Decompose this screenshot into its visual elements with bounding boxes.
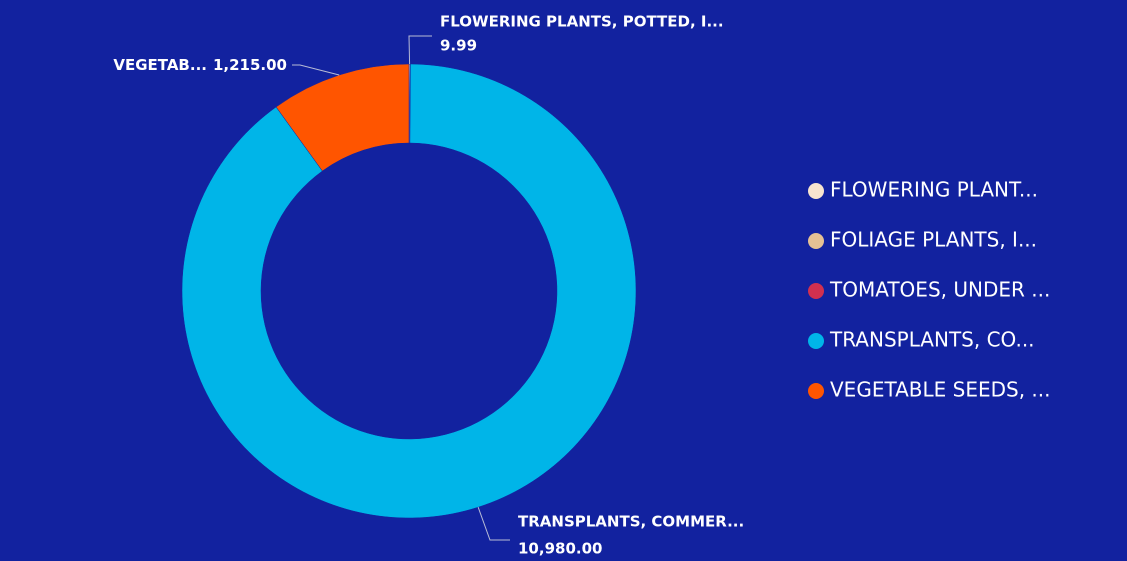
slice-label: FLOWERING PLANTS, POTTED, I... (440, 13, 724, 31)
legend-swatch (808, 283, 824, 299)
legend-swatch (808, 233, 824, 249)
slice-label: VEGETAB... 1,215.00 (113, 56, 287, 74)
leader-line (292, 64, 340, 76)
slice-name: VEGETAB... (113, 56, 207, 74)
slice (275, 63, 410, 172)
leader-line (408, 35, 432, 65)
legend-swatch (808, 333, 824, 349)
legend-label: FLOWERING PLANT... (830, 178, 1038, 202)
slice (181, 63, 637, 519)
leader-line (477, 507, 510, 541)
slice-value-label: 10,980.00 (518, 540, 602, 558)
legend-label: TOMATOES, UNDER ... (829, 278, 1050, 302)
legend-swatch (808, 383, 824, 399)
legend-swatch (808, 183, 824, 199)
slice-label: TRANSPLANTS, COMMER... (518, 513, 744, 531)
legend-label: TRANSPLANTS, CO... (829, 328, 1035, 352)
legend-label: FOLIAGE PLANTS, I... (830, 228, 1037, 252)
slice-value-label: 1,215.00 (213, 56, 287, 74)
slice-value-label: 9.99 (440, 37, 477, 55)
legend-label: VEGETABLE SEEDS, ... (830, 378, 1051, 402)
